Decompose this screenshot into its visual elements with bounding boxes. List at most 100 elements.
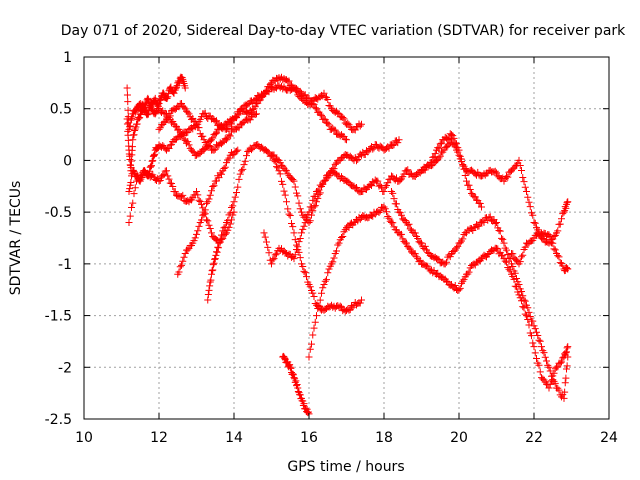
data-point: [450, 247, 458, 255]
data-point: [471, 193, 479, 201]
data-point: [193, 187, 200, 195]
data-point: [215, 239, 223, 247]
data-point: [416, 256, 424, 264]
data-point: [493, 169, 500, 177]
data-point: [163, 94, 171, 102]
data-point: [124, 106, 132, 114]
data-point: [233, 147, 240, 155]
data-point: [308, 340, 315, 348]
data-point: [176, 263, 184, 271]
data-point: [403, 167, 410, 175]
data-point: [503, 172, 510, 180]
data-point: [204, 198, 212, 206]
data-point: [321, 116, 329, 124]
data-point: [199, 211, 207, 219]
data-point: [234, 146, 242, 154]
data-point: [201, 109, 209, 117]
data-point: [411, 229, 419, 237]
data-point: [521, 297, 529, 305]
data-point: [206, 278, 214, 286]
data-point: [519, 292, 527, 300]
data-point: [454, 148, 462, 156]
data-point: [196, 198, 204, 206]
data-point: [444, 135, 452, 143]
data-point: [270, 255, 278, 263]
data-point: [315, 303, 323, 311]
data-point: [393, 200, 400, 208]
data-point: [530, 218, 538, 226]
data-point: [321, 176, 329, 184]
data-point: [316, 110, 324, 118]
data-point: [321, 277, 329, 285]
series-track-5: [174, 146, 242, 278]
data-point: [404, 221, 412, 229]
data-point: [210, 259, 218, 267]
data-point: [518, 287, 525, 295]
data-point: [351, 126, 359, 134]
data-point: [301, 219, 309, 227]
data-point: [211, 130, 219, 138]
x-tick-label: 16: [300, 430, 318, 446]
data-point: [305, 353, 313, 361]
data-point: [263, 238, 270, 246]
data-point: [535, 336, 543, 344]
data-point: [476, 199, 484, 207]
data-point: [331, 126, 339, 134]
data-point: [271, 251, 279, 259]
data-point: [540, 349, 548, 357]
data-point: [555, 253, 563, 261]
x-axis-label: GPS time / hours: [287, 459, 404, 475]
data-point: [564, 343, 572, 351]
chart-title: Day 071 of 2020, Sidereal Day-to-day VTE…: [61, 23, 626, 39]
data-point: [530, 343, 538, 351]
data-point: [133, 120, 141, 128]
data-point: [235, 175, 243, 183]
data-point: [165, 175, 173, 183]
data-point: [546, 233, 554, 241]
data-point: [564, 265, 572, 273]
data-point: [313, 312, 320, 320]
data-point: [353, 157, 360, 165]
data-point: [149, 157, 157, 165]
data-point: [181, 250, 189, 258]
data-point: [154, 100, 162, 108]
data-point: [226, 220, 234, 228]
data-point: [546, 367, 554, 375]
data-point: [454, 242, 462, 250]
data-point: [436, 140, 444, 148]
data-point: [458, 155, 465, 163]
data-point: [284, 205, 292, 213]
data-point: [345, 224, 353, 232]
data-point: [405, 220, 413, 228]
data-point: [536, 337, 544, 345]
data-point: [223, 125, 230, 133]
data-point: [300, 400, 308, 408]
data-point: [519, 303, 527, 311]
data-point: [224, 156, 232, 164]
data-point: [159, 171, 167, 179]
data-point: [206, 225, 214, 233]
data-point: [546, 380, 554, 388]
data-point: [560, 208, 568, 216]
data-point: [265, 249, 273, 257]
data-point: [144, 94, 152, 102]
data-point: [211, 255, 219, 263]
data-point: [494, 245, 502, 253]
data-point: [220, 165, 228, 173]
data-point: [224, 125, 232, 133]
data-point: [251, 111, 259, 119]
y-tick-label: 0: [63, 153, 72, 169]
data-point: [208, 270, 215, 278]
data-point: [238, 167, 245, 175]
data-point: [503, 258, 510, 266]
data-point: [333, 247, 340, 255]
data-point: [223, 136, 230, 144]
data-point: [144, 110, 152, 118]
data-point: [556, 359, 564, 367]
data-point: [531, 349, 539, 357]
data-point: [289, 223, 297, 231]
data-point: [563, 264, 570, 272]
data-point: [291, 251, 299, 259]
data-point: [126, 185, 134, 193]
